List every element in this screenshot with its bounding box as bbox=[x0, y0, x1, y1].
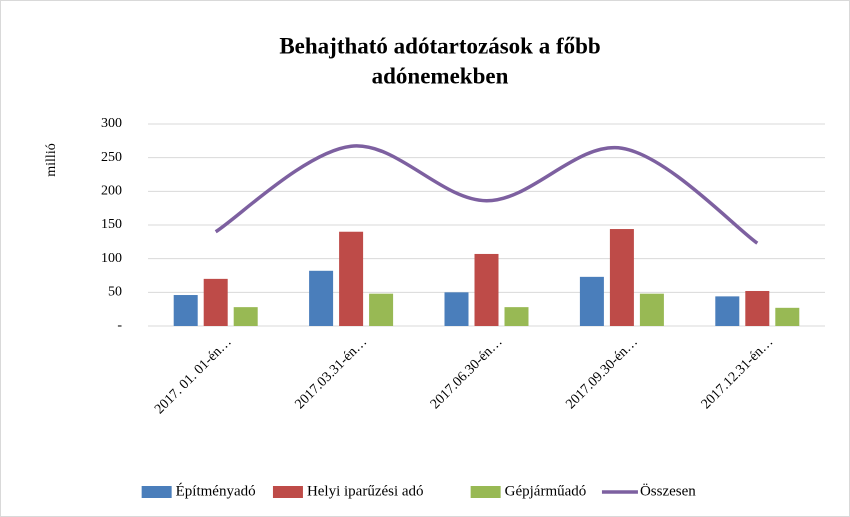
y-tick-label: 150 bbox=[101, 217, 122, 232]
y-tick-label: 50 bbox=[108, 285, 122, 300]
bar bbox=[203, 278, 228, 326]
bar bbox=[339, 231, 364, 326]
legend-swatch bbox=[470, 486, 501, 498]
bar bbox=[444, 292, 469, 326]
legend-label: Helyi iparűzési adó bbox=[307, 483, 424, 499]
y-tick-label: 100 bbox=[101, 251, 122, 266]
y-axis-label: millió bbox=[44, 143, 59, 176]
legend-swatch bbox=[272, 486, 303, 498]
y-tick-label: - bbox=[117, 318, 122, 333]
bar bbox=[639, 293, 664, 326]
bar bbox=[579, 276, 604, 326]
bar bbox=[775, 307, 800, 326]
bar bbox=[474, 253, 499, 326]
line bbox=[214, 144, 759, 245]
bar bbox=[745, 290, 770, 326]
legend-swatch bbox=[141, 486, 172, 498]
chart-title: Behajtható adótartozások a főbb bbox=[279, 33, 600, 58]
bar bbox=[309, 270, 334, 326]
legend-label: Gépjárműadó bbox=[505, 483, 587, 499]
y-tick-label: 250 bbox=[101, 150, 122, 165]
bar bbox=[369, 293, 394, 326]
bar bbox=[504, 307, 529, 326]
bar bbox=[173, 295, 198, 326]
bar bbox=[715, 296, 740, 326]
chart-title: adónemekben bbox=[372, 63, 509, 88]
y-tick-label: 300 bbox=[101, 116, 122, 131]
legend-label: Összesen bbox=[640, 482, 696, 499]
bar bbox=[609, 229, 634, 326]
legend-label: Építményadó bbox=[176, 482, 256, 499]
y-tick-label: 200 bbox=[101, 184, 122, 199]
bar bbox=[233, 307, 258, 326]
